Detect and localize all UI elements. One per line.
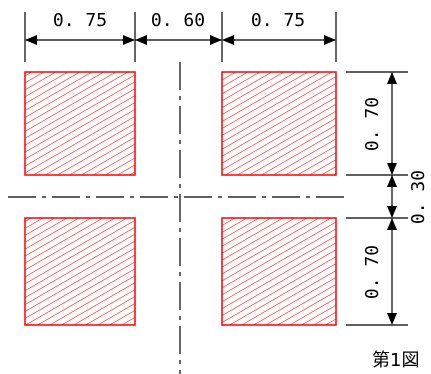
square-bottom-left (24, 217, 136, 326)
dim-label-right-lower: 0. 70 (362, 245, 383, 299)
dim-label-right-gap: 0. 30 (408, 170, 429, 224)
dim-label-top-right: 0. 75 (251, 10, 305, 31)
dim-label-top-left: 0. 75 (53, 10, 107, 31)
square-top-right (221, 71, 337, 176)
dim-label-top-gap: 0. 60 (151, 10, 205, 31)
right-extension-lines (346, 71, 408, 326)
square-top-left (24, 71, 136, 176)
dim-label-right-upper: 0. 70 (362, 97, 383, 151)
square-bottom-right (221, 217, 337, 326)
figure-caption: 第1図 (372, 350, 419, 371)
